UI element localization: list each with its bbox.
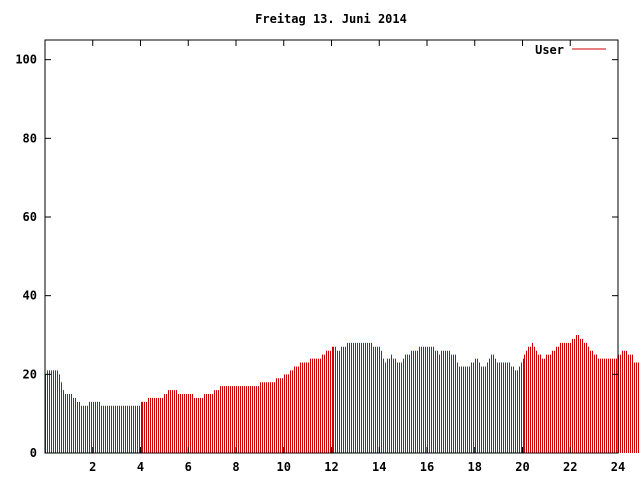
- x-tick-label: 10: [277, 460, 291, 474]
- x-tick-label: 22: [563, 460, 577, 474]
- x-tick-label: 24: [611, 460, 625, 474]
- x-tick-label: 18: [468, 460, 482, 474]
- y-axis: 0 20 40 60 80 100: [15, 53, 618, 460]
- x-tick-label: 2: [89, 460, 96, 474]
- x-tick-label: 4: [137, 460, 144, 474]
- x-tick-label: 12: [324, 460, 338, 474]
- x-tick-label: 16: [420, 460, 434, 474]
- y-tick-label: 80: [23, 131, 37, 145]
- x-tick-label: 14: [372, 460, 386, 474]
- chart-title: Freitag 13. Juni 2014: [255, 12, 407, 26]
- y-tick-label: 60: [23, 210, 37, 224]
- y-tick-label: 100: [15, 53, 37, 67]
- x-tick-label: 6: [185, 460, 192, 474]
- x-axis: 2 4 6 8 10 12 14 16 18 20 22 24: [89, 40, 625, 474]
- bar-series-user: [45, 335, 639, 453]
- x-tick-label: 8: [232, 460, 239, 474]
- legend-label-user: User: [535, 43, 564, 57]
- x-tick-label: 20: [515, 460, 529, 474]
- legend: User: [535, 43, 606, 57]
- y-tick-label: 40: [23, 289, 37, 303]
- y-tick-label: 0: [30, 446, 37, 460]
- y-tick-label: 20: [23, 367, 37, 381]
